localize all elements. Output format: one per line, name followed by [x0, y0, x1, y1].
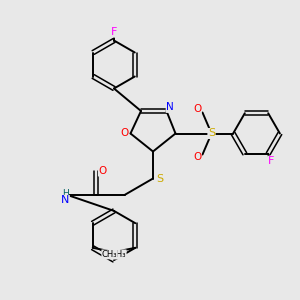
Text: O: O: [193, 152, 201, 163]
Text: O: O: [120, 128, 129, 139]
Text: N: N: [166, 102, 174, 112]
Text: H: H: [62, 189, 68, 198]
Text: O: O: [193, 104, 201, 115]
Text: CH₃: CH₃: [102, 250, 117, 259]
Text: O: O: [98, 166, 107, 176]
Text: N: N: [61, 195, 69, 206]
Text: F: F: [111, 27, 117, 37]
Text: S: S: [208, 128, 215, 139]
Text: F: F: [268, 156, 274, 166]
Text: CH₃: CH₃: [111, 250, 126, 259]
Text: S: S: [156, 173, 163, 184]
